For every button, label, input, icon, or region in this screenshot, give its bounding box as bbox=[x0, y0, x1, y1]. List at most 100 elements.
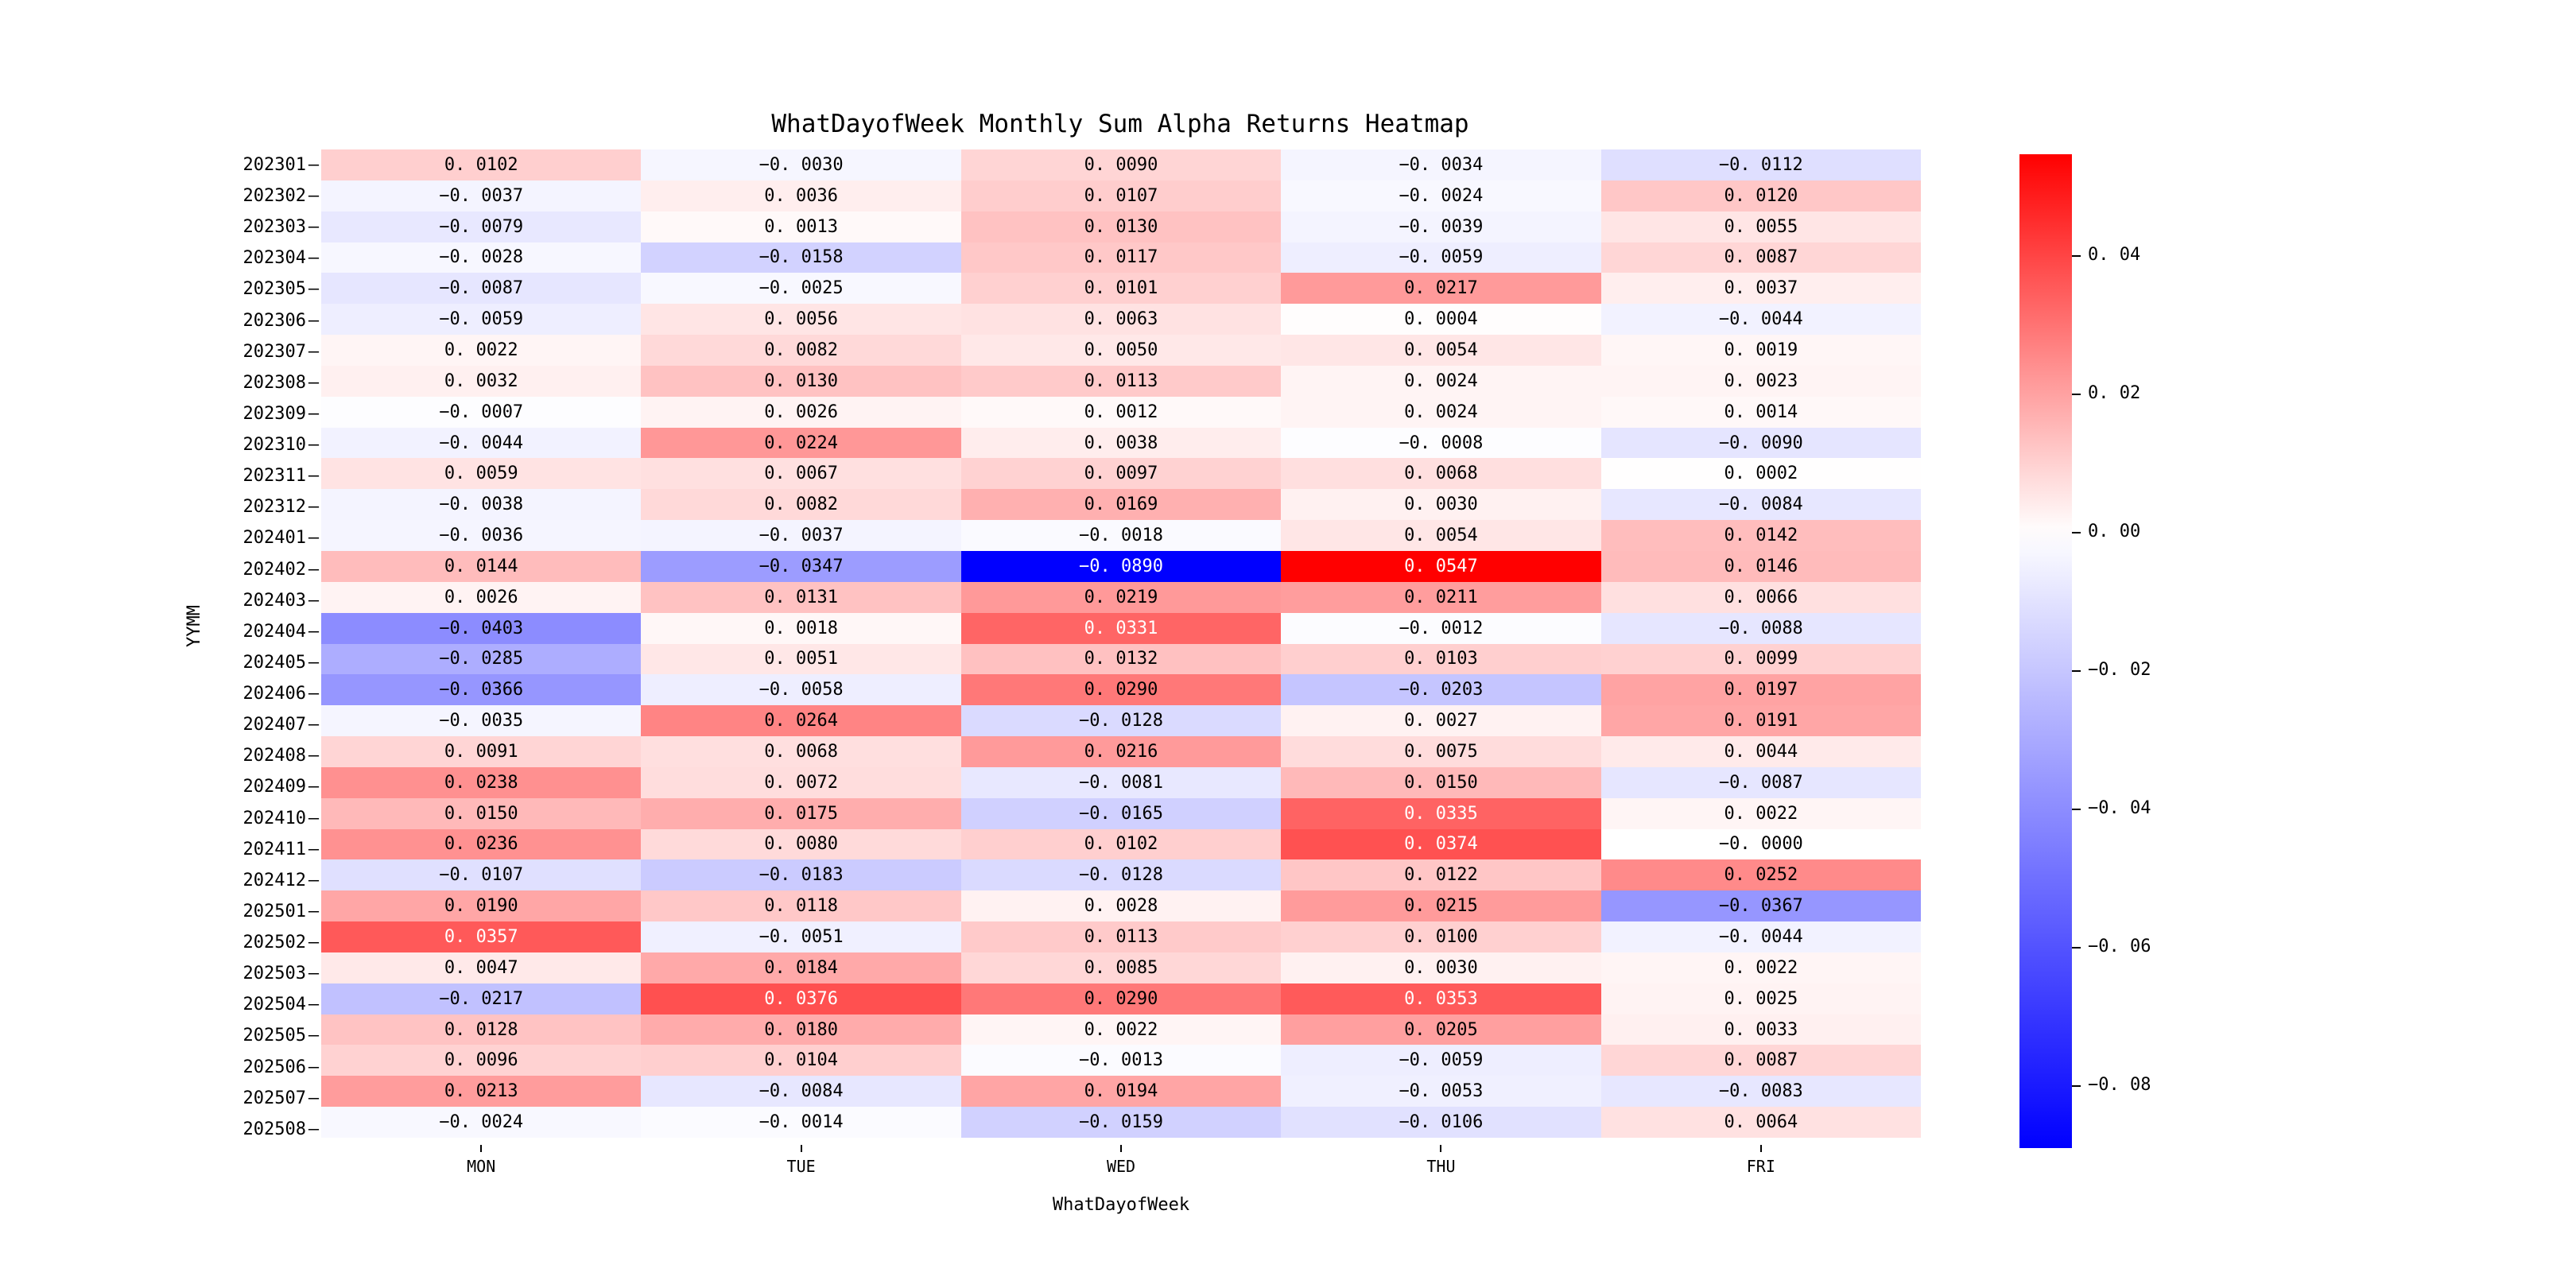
y-axis-tick: 202501– bbox=[243, 896, 321, 927]
y-axis-tick-label: 202312 bbox=[242, 497, 306, 518]
heatmap-row: 0. 0022 0. 0082 0. 0050 0. 0054 0. 0019 bbox=[321, 335, 1922, 366]
heatmap-cell: −0. 0013 bbox=[960, 1045, 1282, 1077]
x-axis-tick: MON bbox=[321, 1145, 641, 1193]
heatmap-cell: 0. 0107 bbox=[960, 180, 1282, 211]
heatmap-row: 0. 0091 0. 0068 0. 0216 0. 0075 0. 0044 bbox=[321, 736, 1922, 767]
heatmap-cell: 0. 0547 bbox=[1281, 550, 1601, 582]
y-axis-tick-mark: – bbox=[308, 590, 320, 611]
x-axis-tick-label: FRI bbox=[1746, 1157, 1775, 1176]
y-axis-tick: 202507– bbox=[243, 1083, 321, 1114]
heatmap-cell: 0. 0026 bbox=[641, 396, 961, 428]
heatmap-cell: −0. 0285 bbox=[321, 643, 642, 675]
colorbar-tick-mark bbox=[2072, 808, 2081, 810]
heatmap-cell: −0. 0038 bbox=[321, 489, 642, 521]
y-axis-tick-mark: – bbox=[308, 777, 320, 797]
heatmap-cell: 0. 0004 bbox=[1281, 304, 1601, 336]
colorbar-tick-label: −0. 02 bbox=[2088, 660, 2151, 681]
y-axis-tick: 202410– bbox=[243, 803, 321, 834]
heatmap-cell: 0. 0063 bbox=[960, 304, 1282, 336]
heatmap-cell: 0. 0169 bbox=[960, 489, 1282, 521]
x-axis-tick: THU bbox=[1281, 1145, 1600, 1193]
y-axis-tick-mark: – bbox=[308, 310, 320, 331]
heatmap-cell: 0. 0130 bbox=[641, 365, 961, 397]
heatmap-cell: 0. 0101 bbox=[960, 273, 1282, 305]
heatmap-cell: 0. 0175 bbox=[641, 797, 961, 829]
y-axis-tick: 202506– bbox=[243, 1052, 321, 1083]
heatmap-cell: 0. 0194 bbox=[960, 1076, 1282, 1108]
heatmap-cell: 0. 0022 bbox=[1600, 952, 1922, 983]
x-axis-tick-mark bbox=[1440, 1145, 1442, 1152]
heatmap-cell: 0. 0120 bbox=[1600, 180, 1922, 211]
y-axis-tick-mark: – bbox=[308, 933, 320, 953]
heatmap-cell: −0. 0217 bbox=[321, 983, 642, 1014]
colorbar-tick-label: −0. 04 bbox=[2088, 798, 2151, 819]
heatmap-cell: 0. 0013 bbox=[641, 211, 961, 242]
y-axis-tick-label: 202309 bbox=[242, 403, 306, 424]
y-axis-tick-label: 202306 bbox=[242, 310, 306, 331]
heatmap-cell: −0. 0087 bbox=[1600, 766, 1922, 798]
y-axis-tick: 202302– bbox=[243, 180, 321, 211]
y-axis-tick-label: 202308 bbox=[242, 372, 306, 393]
x-axis-tick: WED bbox=[961, 1145, 1281, 1193]
y-axis-tick: 202402– bbox=[243, 554, 321, 585]
y-axis-tick-mark: – bbox=[308, 435, 320, 456]
heatmap-cell: −0. 0014 bbox=[641, 1107, 961, 1138]
y-axis-tick-mark: – bbox=[308, 403, 320, 424]
heatmap-cell: 0. 0211 bbox=[1281, 581, 1601, 613]
heatmap-cell: 0. 0091 bbox=[321, 736, 642, 767]
heatmap-cell: 0. 0066 bbox=[1600, 581, 1922, 613]
heatmap-cell: 0. 0180 bbox=[641, 1014, 961, 1046]
heatmap-row: −0. 0044 0. 0224 0. 0038 −0. 0008 −0. 0090 bbox=[321, 427, 1922, 459]
heatmap-cell: 0. 0264 bbox=[641, 705, 961, 737]
x-axis-tick-label: WED bbox=[1106, 1157, 1136, 1176]
heatmap-cell: −0. 0128 bbox=[960, 859, 1282, 891]
heatmap-cell: −0. 0035 bbox=[321, 705, 642, 737]
colorbar-tick-label: −0. 08 bbox=[2088, 1075, 2151, 1096]
heatmap-cell: 0. 0027 bbox=[1281, 705, 1601, 737]
heatmap-cell: −0. 0036 bbox=[321, 520, 642, 551]
y-axis-tick: 202403– bbox=[243, 585, 321, 616]
y-axis-tick-label: 202412 bbox=[242, 870, 306, 890]
heatmap-cell: 0. 0054 bbox=[1281, 520, 1601, 551]
heatmap-row: −0. 0007 0. 0026 0. 0012 0. 0024 0. 0014 bbox=[321, 396, 1922, 428]
heatmap-cell: −0. 0128 bbox=[960, 705, 1282, 737]
y-axis-tick-label: 202304 bbox=[242, 248, 306, 269]
heatmap-row: −0. 0087 −0. 0025 0. 0101 0. 0217 0. 0037 bbox=[321, 273, 1922, 305]
y-axis-tick-mark: – bbox=[308, 466, 320, 487]
heatmap-cell: 0. 0087 bbox=[1600, 242, 1922, 274]
y-axis-tick-mark: – bbox=[308, 684, 320, 704]
heatmap-cell: 0. 0024 bbox=[1281, 365, 1601, 397]
heatmap-row: −0. 0403 0. 0018 0. 0331 −0. 0012 −0. 0088 bbox=[321, 612, 1922, 644]
heatmap-cell: −0. 0051 bbox=[641, 921, 961, 952]
colorbar-tick-label: 0. 04 bbox=[2088, 245, 2141, 266]
y-axis-tick-label: 202402 bbox=[242, 559, 306, 580]
heatmap-cell: −0. 0018 bbox=[960, 520, 1282, 551]
heatmap-cell: 0. 0022 bbox=[1600, 797, 1922, 829]
heatmap-row: 0. 0128 0. 0180 0. 0022 0. 0205 0. 0033 bbox=[321, 1014, 1922, 1046]
heatmap-cell: 0. 0022 bbox=[321, 335, 642, 366]
heatmap-cell: 0. 0103 bbox=[1281, 643, 1601, 675]
heatmap-cell: −0. 0107 bbox=[321, 859, 642, 891]
y-axis-tick: 202311– bbox=[243, 460, 321, 491]
heatmap-cell: −0. 0081 bbox=[960, 766, 1282, 798]
heatmap-cell: 0. 0150 bbox=[1281, 766, 1601, 798]
heatmap-cell: −0. 0087 bbox=[321, 273, 642, 305]
heatmap-cell: 0. 0132 bbox=[960, 643, 1282, 675]
heatmap-cell: 0. 0117 bbox=[960, 242, 1282, 274]
heatmap-row: −0. 0059 0. 0056 0. 0063 0. 0004 −0. 0044 bbox=[321, 304, 1922, 336]
heatmap-cell: 0. 0055 bbox=[1600, 211, 1922, 242]
y-axis-tick-mark: – bbox=[308, 870, 320, 890]
y-axis-tick-label: 202404 bbox=[242, 621, 306, 642]
heatmap-row: 0. 0236 0. 0080 0. 0102 0. 0374 −0. 0000 bbox=[321, 828, 1922, 860]
y-axis-tick-mark: – bbox=[308, 1088, 320, 1108]
y-axis-tick-label: 202311 bbox=[242, 466, 306, 487]
colorbar-tick-label: −0. 06 bbox=[2088, 937, 2151, 957]
x-axis-tick-label: TUE bbox=[786, 1157, 816, 1176]
heatmap-cell: −0. 0347 bbox=[641, 550, 961, 582]
colorbar-tick-mark bbox=[2072, 946, 2081, 949]
heatmap-cell: 0. 0142 bbox=[1600, 520, 1922, 551]
heatmap-cell: −0. 0024 bbox=[321, 1107, 642, 1138]
heatmap-cell: −0. 0366 bbox=[321, 674, 642, 706]
heatmap-row: 0. 0150 0. 0175 −0. 0165 0. 0335 0. 0022 bbox=[321, 797, 1922, 829]
